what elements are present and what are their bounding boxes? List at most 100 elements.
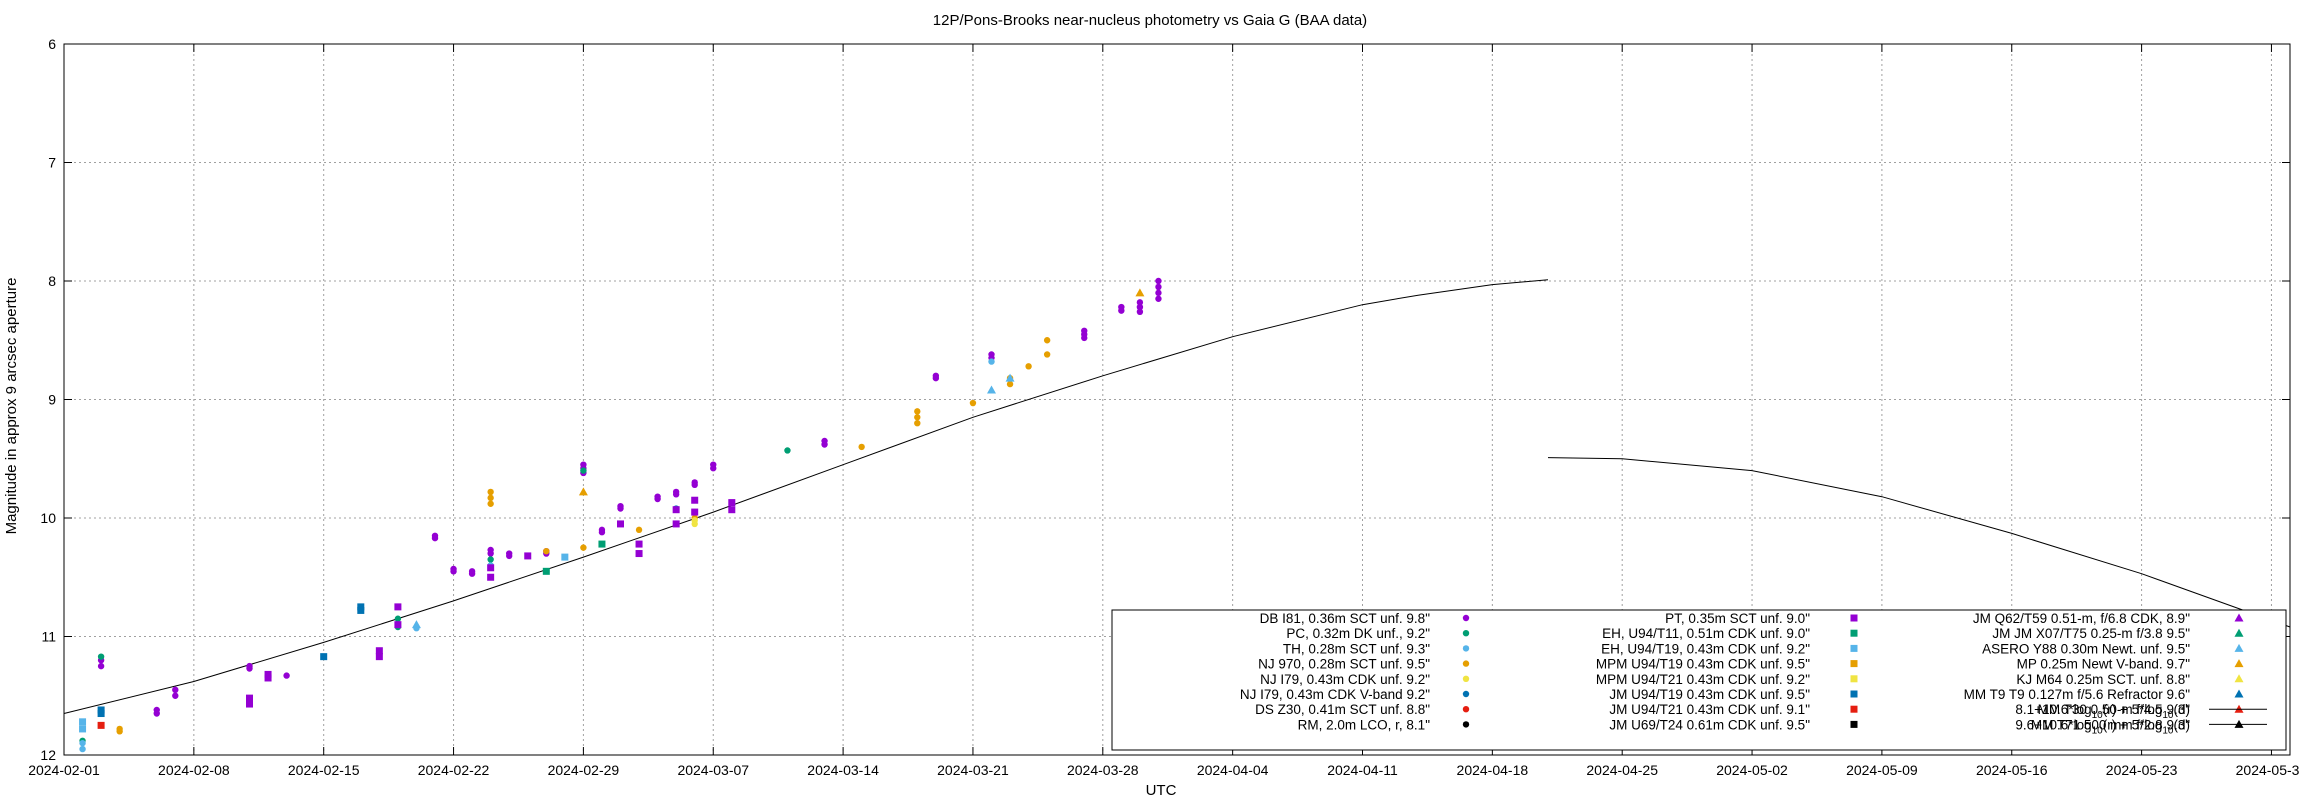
legend-marker — [1850, 690, 1858, 698]
y-axis-label: Magnitude in approx 9 arcsec aperture — [3, 278, 20, 535]
legend-marker — [2234, 674, 2244, 683]
legend-label: MPM U94/T19 0.43m CDK unf. 9.5" — [1596, 657, 1810, 672]
data-point — [97, 662, 105, 670]
y-tick-label: 10 — [40, 510, 56, 526]
data-point — [969, 399, 977, 407]
y-tick-label: 11 — [41, 629, 56, 645]
data-point — [580, 467, 587, 474]
legend-label: DB I81, 0.36m SCT unf. 9.8" — [1260, 611, 1431, 626]
data-point — [375, 647, 383, 655]
legend-label: PC, 0.32m DK unf., 9.2" — [1286, 626, 1430, 641]
data-point — [635, 550, 643, 558]
data-point — [654, 495, 661, 503]
legend-marker — [2234, 628, 2244, 637]
data-point — [264, 670, 272, 678]
data-point — [617, 520, 624, 528]
legend-label: JM Q62/T59 0.51-m, f/6.8 CDK, 8.9" — [1973, 611, 2190, 626]
data-point — [246, 665, 253, 672]
data-point — [246, 694, 253, 702]
legend-label: MM T9 T9 0.127m f/5.6 Refractor 9.6" — [1964, 687, 2191, 702]
data-point — [246, 700, 253, 708]
data-point — [672, 506, 680, 514]
data-point — [1135, 288, 1145, 297]
legend-label: NJ I79, 0.43m CDK unf. 9.2" — [1260, 672, 1430, 687]
legend-label: TH, 0.28m SCT unf. 9.3" — [1283, 641, 1430, 656]
legend-label: RM, 2.0m LCO, r, 8.1" — [1298, 717, 1431, 732]
data-point — [914, 408, 921, 415]
data-point — [542, 567, 550, 575]
legend-label: MP 0.25m Newt V-band. 9.7" — [2017, 657, 2191, 672]
legend-label: EH, U94/T11, 0.51m CDK unf. 9.0" — [1602, 626, 1810, 641]
legend-marker — [2234, 689, 2244, 698]
legend-marker — [1462, 706, 1470, 713]
legend-label: MM T71 500 mm f/2.8 9.3" — [2031, 717, 2190, 732]
legend-marker — [1462, 630, 1470, 637]
data-point — [784, 447, 791, 454]
data-point — [116, 728, 123, 735]
data-point — [728, 506, 736, 514]
legend-label: KJ M64 0.25m SCT. unf. 8.8" — [2016, 672, 2190, 687]
x-tick-label: 2024-02-22 — [418, 762, 490, 778]
data-point — [394, 615, 402, 622]
y-tick-label: 6 — [48, 36, 56, 52]
legend-label: PT, 0.35m SCT unf. 9.0" — [1665, 611, 1810, 626]
legend-label: MM T30 0.50-m f/4.5 9.3" — [2038, 702, 2191, 717]
data-point — [357, 606, 365, 614]
legend-label: JM JM X07/T75 0.25-m f/3.8 9.5" — [1992, 626, 2190, 641]
data-point — [1136, 299, 1144, 306]
legend-label: JM U69/T24 0.61m CDK unf. 9.5" — [1609, 717, 1810, 732]
legend-marker — [1850, 705, 1858, 713]
legend-label: DS Z30, 0.41m SCT unf. 8.8" — [1255, 702, 1430, 717]
legend-marker — [1850, 644, 1858, 652]
data-points — [79, 277, 1162, 753]
data-point — [932, 374, 940, 382]
legend-label: 8.1+10.6*log10(r) + 5*log10(d) — [2015, 702, 2190, 721]
data-point — [487, 556, 494, 563]
legend-label: NJ 970, 0.28m SCT unf. 9.5" — [1258, 657, 1430, 672]
x-tick-label: 2024-05-09 — [1846, 762, 1918, 778]
data-point — [1155, 277, 1162, 285]
model-curve — [63, 279, 1549, 714]
data-point — [1136, 308, 1144, 316]
y-tick-label: 8 — [48, 273, 56, 289]
legend-marker — [2234, 613, 2244, 622]
data-point — [506, 552, 513, 560]
data-point — [858, 443, 865, 451]
model-lines — [63, 279, 2291, 714]
legend-marker — [1850, 660, 1858, 668]
data-point — [691, 520, 698, 528]
data-point — [172, 692, 179, 699]
data-point — [691, 496, 699, 504]
data-point — [1081, 334, 1088, 342]
data-point — [987, 385, 996, 394]
data-point — [988, 358, 995, 365]
data-point — [561, 553, 569, 561]
data-point — [487, 494, 494, 502]
legend-label: 9.6+10.6*log10(r) + 5*log10(d) — [2015, 717, 2190, 736]
y-tick-label: 9 — [48, 392, 56, 408]
x-tick-label: 2024-05-02 — [1716, 762, 1788, 778]
legend-marker — [1462, 660, 1470, 667]
x-tick-label: 2024-02-08 — [158, 762, 230, 778]
data-point — [79, 725, 87, 733]
tick-labels: 2024-02-01 2024-02-08 2024-02-15 2024-02-22… — [28, 36, 2300, 778]
data-point — [375, 653, 383, 661]
legend-marker — [1462, 721, 1470, 728]
x-tick-label: 2024-02-29 — [548, 762, 620, 778]
data-point — [578, 487, 588, 496]
legend-label: NJ I79, 0.43m CDK V-band 9.2" — [1240, 687, 1430, 702]
legend-label: EH, U94/T19, 0.43m CDK unf. 9.2" — [1601, 641, 1810, 656]
data-point — [598, 529, 606, 536]
x-tick-label: 2024-03-28 — [1067, 762, 1139, 778]
x-tick-label: 2024-04-11 — [1327, 762, 1398, 778]
data-point — [598, 540, 606, 548]
chart-title: 12P/Pons-Brooks near-nucleus photometry … — [933, 12, 1367, 29]
x-tick-label: 2024-05-16 — [1976, 762, 2048, 778]
data-point — [672, 491, 680, 498]
data-point — [543, 547, 550, 555]
data-point — [79, 739, 86, 747]
data-point — [487, 573, 495, 581]
x-tick-label: 2024-02-01 — [28, 762, 100, 778]
data-point — [487, 564, 495, 572]
data-point — [1006, 380, 1014, 388]
